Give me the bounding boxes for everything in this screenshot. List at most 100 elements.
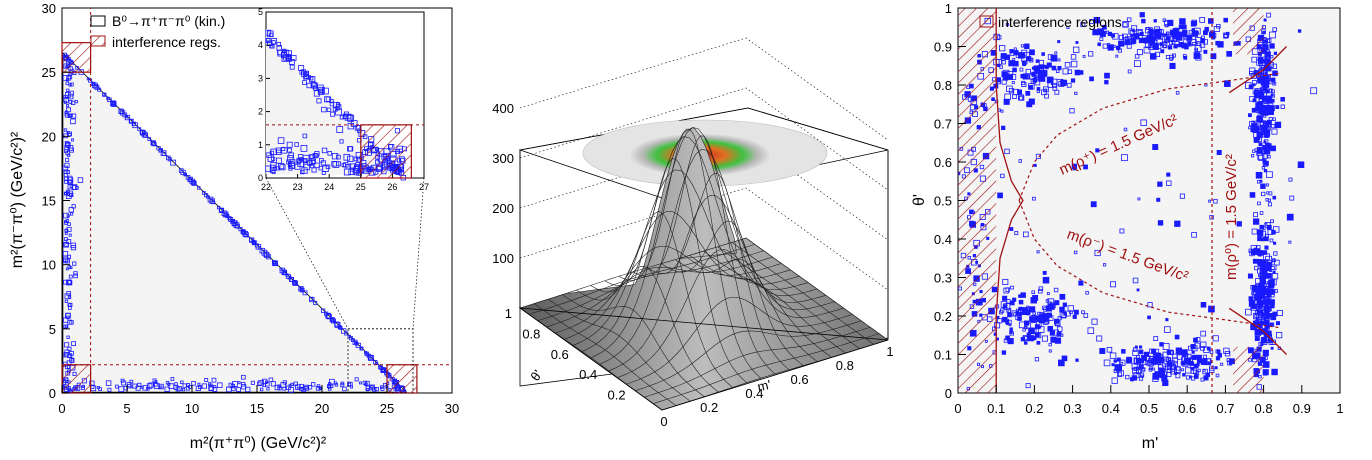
data-point — [1200, 358, 1208, 366]
data-point — [288, 166, 293, 171]
data-point — [1093, 16, 1101, 24]
data-point — [1272, 27, 1277, 32]
data-point — [1099, 348, 1106, 354]
data-point — [1010, 52, 1015, 57]
data-point — [1127, 17, 1132, 22]
data-point — [1045, 305, 1053, 312]
data-point — [364, 382, 368, 386]
data-point — [1260, 236, 1264, 240]
data-point — [1167, 357, 1172, 362]
data-point — [1080, 22, 1086, 28]
data-point — [1269, 238, 1274, 243]
data-point — [123, 385, 128, 391]
data-point — [1001, 125, 1006, 130]
data-point — [1253, 212, 1259, 218]
data-point — [370, 385, 374, 389]
data-point — [1056, 326, 1063, 332]
data-point — [265, 29, 272, 36]
data-point — [250, 380, 255, 385]
data-point — [261, 378, 268, 385]
zoom-connector — [265, 177, 349, 330]
data-point — [1261, 89, 1266, 94]
data-point — [1200, 377, 1205, 382]
data-point — [1256, 299, 1262, 305]
data-point — [70, 358, 74, 362]
data-point — [1262, 349, 1269, 356]
data-point — [1043, 316, 1048, 321]
data-point — [1042, 305, 1047, 311]
data-point — [286, 54, 292, 60]
data-point — [1272, 270, 1276, 274]
data-point — [1174, 41, 1180, 47]
data-point — [209, 198, 214, 203]
data-point — [63, 212, 69, 219]
data-point — [1137, 197, 1141, 201]
boundary-curve — [995, 8, 1024, 393]
data-point — [1271, 128, 1278, 135]
data-point — [1000, 173, 1005, 179]
data-point — [1038, 75, 1046, 82]
data-point — [69, 147, 74, 153]
data-point — [1174, 334, 1180, 340]
square-dalitz-y-tick-label: 0.8 — [934, 78, 952, 93]
data-point — [1156, 38, 1163, 45]
data-point — [1257, 259, 1263, 265]
data-point — [1217, 352, 1222, 358]
data-point — [1041, 52, 1045, 56]
data-point — [1023, 231, 1029, 238]
square-dalitz-y-tick-label: 0.4 — [934, 232, 952, 247]
data-point — [66, 239, 72, 245]
data-point — [63, 237, 68, 242]
data-point — [1163, 33, 1167, 37]
data-point — [64, 293, 71, 300]
surface-x-tick-label: 0 — [660, 414, 667, 429]
data-point — [1190, 367, 1195, 371]
data-point — [1264, 292, 1270, 298]
data-point — [1267, 198, 1271, 202]
square-dalitz-y-tick-label: 0.1 — [934, 348, 952, 363]
data-point — [1268, 296, 1272, 300]
data-point — [73, 273, 78, 279]
data-point — [1038, 288, 1043, 294]
data-point — [1266, 12, 1272, 18]
data-point — [1257, 56, 1263, 61]
data-point — [217, 382, 223, 388]
data-point — [380, 385, 384, 389]
data-point — [1264, 233, 1269, 238]
data-point — [69, 113, 73, 118]
data-point — [336, 126, 344, 133]
surface-x-tick-label: 0.8 — [836, 358, 854, 373]
data-point — [1048, 343, 1052, 347]
data-point — [110, 100, 116, 107]
data-point — [1141, 18, 1146, 24]
surface-line — [745, 237, 889, 341]
data-point — [1120, 361, 1124, 365]
data-point — [309, 76, 314, 81]
data-point — [1032, 196, 1036, 201]
data-point — [1057, 40, 1061, 44]
data-point — [1138, 349, 1144, 355]
data-point — [66, 189, 70, 194]
data-point — [1259, 304, 1264, 308]
data-point — [999, 65, 1003, 69]
data-point — [285, 54, 292, 61]
data-point — [1270, 219, 1274, 224]
data-point — [309, 158, 316, 165]
data-point — [1264, 139, 1269, 144]
data-point — [70, 100, 76, 106]
data-point — [1265, 303, 1269, 308]
data-point — [245, 386, 251, 393]
data-point — [340, 381, 345, 386]
z-gridline — [519, 187, 889, 291]
data-point — [1164, 20, 1171, 27]
interference-region — [1233, 346, 1264, 393]
data-point — [64, 352, 69, 357]
data-point — [347, 382, 352, 387]
data-point — [1070, 60, 1078, 68]
dalitz-x-tick-label: 25 — [380, 401, 394, 416]
data-point — [249, 237, 255, 243]
data-point — [1178, 31, 1182, 35]
dalitz-y-tick-label: 15 — [42, 194, 56, 209]
data-point — [1212, 335, 1219, 342]
data-point — [65, 193, 72, 199]
